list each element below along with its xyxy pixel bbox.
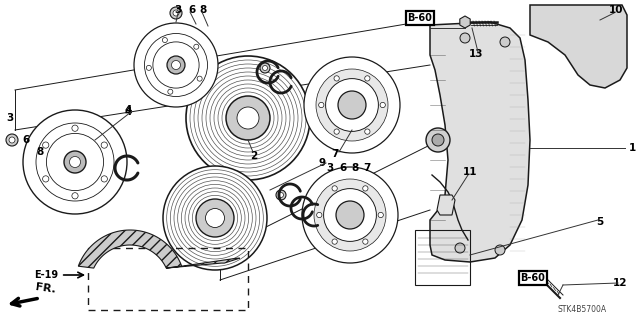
- Text: 8: 8: [351, 163, 358, 173]
- Circle shape: [304, 57, 400, 153]
- Circle shape: [101, 142, 108, 148]
- Circle shape: [278, 192, 284, 197]
- Circle shape: [601, 24, 609, 32]
- Circle shape: [72, 193, 78, 199]
- Text: FR.: FR.: [35, 282, 57, 295]
- Circle shape: [500, 37, 510, 47]
- Circle shape: [495, 245, 505, 255]
- Text: 8: 8: [36, 147, 44, 157]
- Circle shape: [163, 38, 168, 42]
- Polygon shape: [437, 195, 455, 215]
- Circle shape: [319, 102, 324, 108]
- Circle shape: [196, 199, 234, 237]
- Circle shape: [332, 186, 337, 191]
- Text: 8: 8: [200, 5, 207, 15]
- Circle shape: [43, 176, 49, 182]
- Circle shape: [276, 190, 286, 200]
- Text: 11: 11: [463, 167, 477, 177]
- Circle shape: [317, 212, 322, 218]
- Circle shape: [314, 179, 386, 251]
- Polygon shape: [460, 16, 470, 28]
- Text: 4: 4: [124, 107, 132, 117]
- Circle shape: [186, 56, 310, 180]
- Polygon shape: [430, 22, 530, 262]
- Text: STK4B5700A: STK4B5700A: [557, 306, 607, 315]
- Bar: [415, 230, 470, 285]
- Circle shape: [336, 201, 364, 229]
- Text: 4: 4: [124, 105, 132, 115]
- Text: 6: 6: [339, 163, 347, 173]
- Circle shape: [338, 91, 366, 119]
- Circle shape: [432, 134, 444, 146]
- Circle shape: [365, 76, 370, 81]
- Circle shape: [262, 65, 268, 70]
- Text: 1: 1: [628, 143, 636, 153]
- Circle shape: [70, 157, 81, 167]
- Circle shape: [194, 44, 199, 49]
- Circle shape: [147, 65, 152, 70]
- Text: 9: 9: [319, 158, 326, 168]
- Text: 3: 3: [174, 5, 182, 15]
- Circle shape: [23, 110, 127, 214]
- Text: B-60: B-60: [520, 273, 545, 283]
- Circle shape: [607, 57, 623, 73]
- Circle shape: [163, 166, 267, 270]
- Circle shape: [72, 125, 78, 131]
- Polygon shape: [530, 5, 627, 88]
- Polygon shape: [78, 230, 182, 268]
- Circle shape: [316, 69, 388, 141]
- Text: E-19: E-19: [34, 270, 83, 280]
- Circle shape: [167, 56, 185, 74]
- Circle shape: [260, 63, 270, 73]
- Circle shape: [173, 10, 179, 16]
- Circle shape: [594, 17, 616, 39]
- Text: B-60: B-60: [408, 13, 433, 23]
- Circle shape: [380, 102, 385, 108]
- Text: 3: 3: [6, 113, 13, 123]
- Circle shape: [134, 23, 218, 107]
- Circle shape: [43, 142, 49, 148]
- Circle shape: [170, 7, 182, 19]
- Text: 6: 6: [188, 5, 196, 15]
- Circle shape: [101, 176, 108, 182]
- Circle shape: [324, 189, 376, 241]
- Text: 13: 13: [468, 49, 483, 59]
- Text: 7: 7: [364, 163, 371, 173]
- Circle shape: [197, 76, 202, 81]
- Circle shape: [334, 76, 339, 81]
- Circle shape: [444, 203, 452, 211]
- Polygon shape: [166, 258, 240, 268]
- Circle shape: [334, 129, 339, 134]
- Circle shape: [226, 96, 270, 140]
- Circle shape: [172, 61, 180, 70]
- Circle shape: [302, 167, 398, 263]
- Text: 10: 10: [609, 5, 623, 15]
- Circle shape: [9, 137, 15, 143]
- Circle shape: [168, 89, 173, 94]
- Text: 12: 12: [612, 278, 627, 288]
- Text: 3: 3: [326, 163, 333, 173]
- Text: 7: 7: [332, 149, 339, 159]
- Circle shape: [363, 186, 368, 191]
- Circle shape: [6, 134, 18, 146]
- Circle shape: [378, 212, 383, 218]
- Circle shape: [426, 128, 450, 152]
- Circle shape: [363, 239, 368, 244]
- Circle shape: [326, 78, 378, 131]
- Circle shape: [64, 151, 86, 173]
- Circle shape: [205, 209, 225, 227]
- Text: 5: 5: [596, 217, 604, 227]
- Circle shape: [532, 271, 542, 281]
- Text: 6: 6: [22, 135, 29, 145]
- Bar: [88, 248, 248, 310]
- Circle shape: [455, 243, 465, 253]
- Text: 2: 2: [250, 151, 258, 161]
- Circle shape: [365, 129, 370, 134]
- Circle shape: [332, 239, 337, 244]
- Circle shape: [460, 33, 470, 43]
- Circle shape: [237, 107, 259, 129]
